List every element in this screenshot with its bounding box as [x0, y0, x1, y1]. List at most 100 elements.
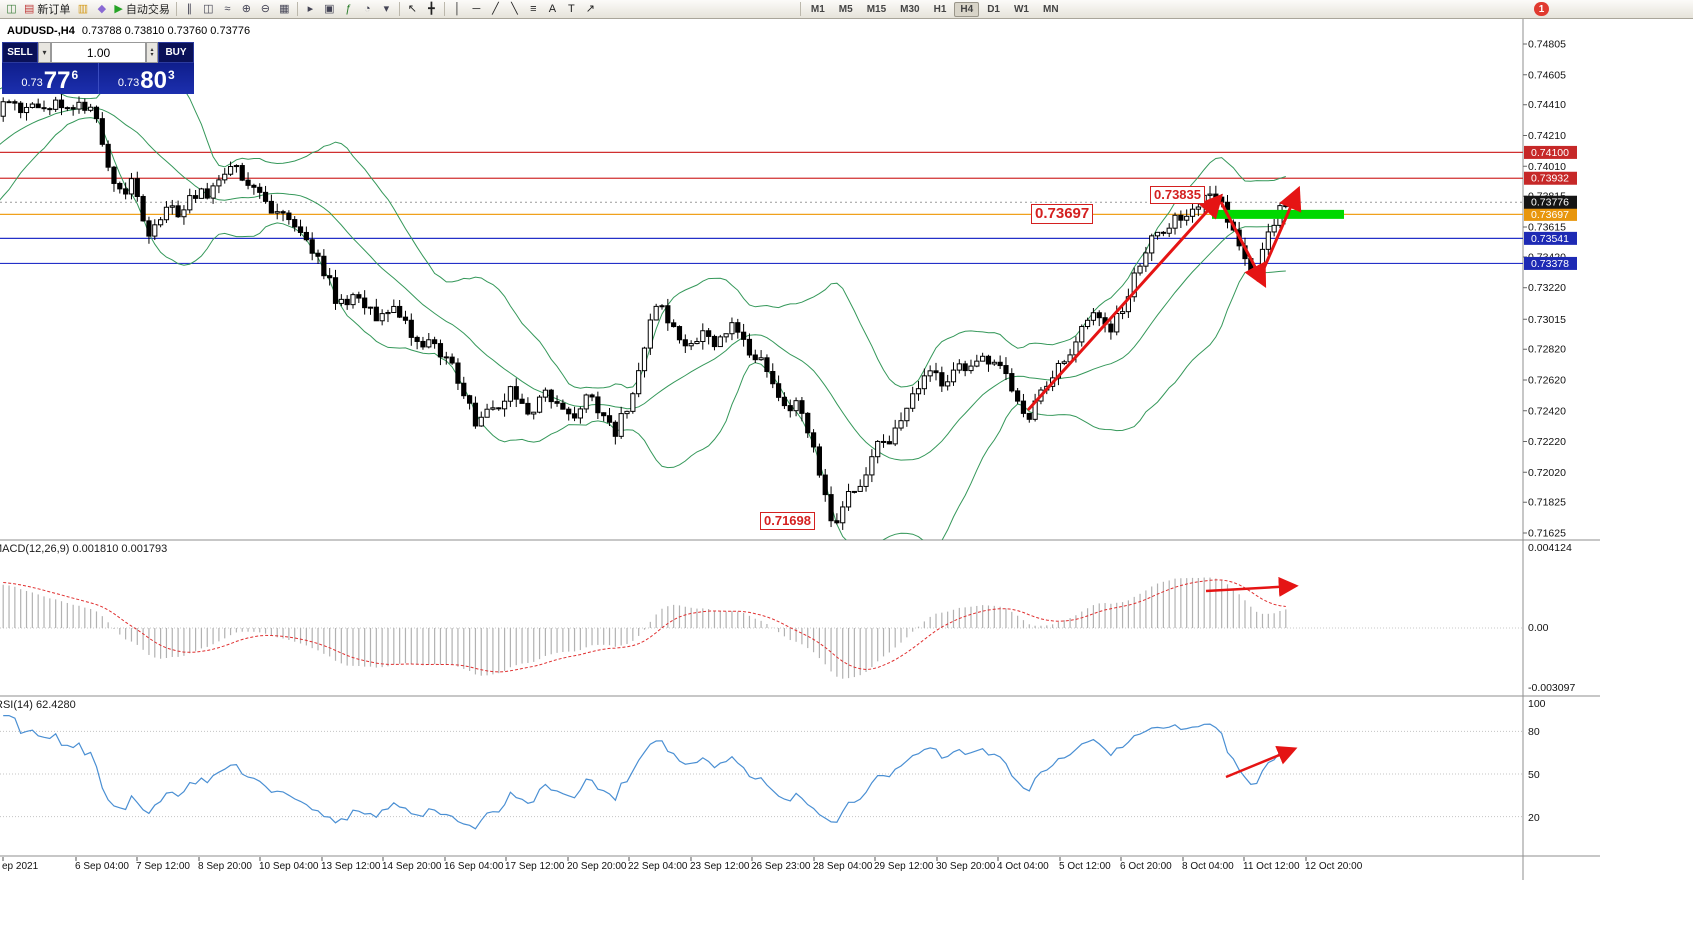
strategy-tester-button[interactable]: ▸	[301, 1, 320, 18]
ohlc-values: 0.73788 0.73810 0.73760 0.73776	[81, 25, 251, 37]
time-axis-label: 8 Sep 20:00	[198, 861, 252, 872]
zoom-out-button[interactable]: ⊖	[256, 1, 275, 18]
period-button[interactable]: ◔	[358, 1, 377, 18]
volume-input[interactable]: 1.00	[51, 42, 146, 63]
trendline-button[interactable]: ╱	[486, 1, 505, 18]
timeframe-m5[interactable]: M5	[838, 3, 853, 15]
zoom-in-icon: ⊕	[241, 2, 251, 15]
price-annotation[interactable]: 0.71698	[760, 512, 815, 530]
rsi-trend-arrow[interactable]	[1225, 745, 1298, 779]
price-annotation[interactable]: 0.73835	[1150, 186, 1205, 204]
cursor-button[interactable]: ↖	[403, 1, 422, 18]
sell-button[interactable]: SELL	[2, 42, 38, 63]
price-axis-label: 0.72820	[1528, 344, 1566, 356]
data-window-icon: ▣	[324, 2, 335, 15]
buy-button[interactable]: BUY	[158, 42, 194, 63]
ask-price-display[interactable]: 0.73 80 3	[99, 63, 195, 94]
bollinger-upper-band	[0, 55, 1286, 389]
stepper-down-icon[interactable]: ▾	[150, 51, 154, 58]
time-axis-label: 23 Sep 12:00	[690, 861, 750, 872]
indicators-button[interactable]: ƒ	[339, 1, 358, 18]
timeframe-m15[interactable]: M15	[866, 3, 887, 15]
main-toolbar: ◫ ▤ 新订单 ▥ ◆ ▶ 自动交易 ∥ ◫ ≈ ⊕ ⊖ ▦ ▸ ▣ ƒ ◔ ▾ ↖ ╋ │ ─ ╱ ╲ ≡ A T ↗ M1 M5 M15…	[0, 0, 1693, 19]
price-tag	[1524, 207, 1577, 221]
market-watch-button[interactable]: ▥	[73, 1, 92, 18]
symbol-period-label: AUDUSD-,H4	[7, 25, 75, 37]
horizontal-line-button[interactable]: ─	[467, 1, 486, 18]
macd-histogram	[2, 577, 1287, 679]
trend-arrow[interactable]	[1219, 201, 1267, 288]
line-chart-button[interactable]: ≈	[218, 1, 237, 18]
toolbar-separator	[175, 2, 177, 16]
timeframe-h4[interactable]: H4	[954, 1, 980, 17]
price-tag-label: 0.73697	[1531, 209, 1569, 221]
price-tag-label: 0.73541	[1531, 233, 1569, 245]
price-axis-label: 0.72620	[1528, 374, 1566, 386]
channel-button[interactable]: ╲	[505, 1, 524, 18]
templates-button[interactable]: ▾	[377, 1, 396, 18]
candles	[0, 93, 1289, 530]
volume-stepper[interactable]: ▴ ▾	[146, 42, 158, 63]
timeframe-h1[interactable]: H1	[933, 3, 947, 15]
price-axis-label: 0.72220	[1528, 436, 1566, 448]
price-axis-label: 0.72020	[1528, 467, 1566, 479]
price-axis-label: 0.73615	[1528, 221, 1566, 233]
chart-window-icon: ◫	[6, 2, 17, 15]
one-click-prices: 0.73 77 6 0.73 80 3	[2, 63, 194, 94]
new-order-button[interactable]: ▤ 新订单	[21, 1, 73, 18]
rsi-axis-label: 100	[1528, 698, 1546, 710]
clock-icon: ◔	[364, 2, 371, 15]
bid-price-display[interactable]: 0.73 77 6	[2, 63, 98, 94]
trend-arrow[interactable]	[1256, 185, 1302, 283]
time-axis-label: 8 Oct 04:00	[1182, 861, 1234, 872]
timeframe-mn[interactable]: MN	[1042, 3, 1059, 15]
fibonacci-button[interactable]: ≡	[524, 1, 543, 18]
time-axis-label: 4 Oct 04:00	[997, 861, 1049, 872]
timeframe-switcher: M1 M5 M15 M30 H1 H4 D1 W1 MN	[804, 1, 1066, 17]
rsi-axis-label: 20	[1528, 812, 1540, 824]
tester-icon: ▸	[307, 2, 314, 15]
crosshair-button[interactable]: ╋	[422, 1, 441, 18]
timeframe-d1[interactable]: D1	[987, 3, 1000, 15]
tile-windows-button[interactable]: ▦	[275, 1, 294, 18]
price-tag	[1524, 231, 1577, 245]
trend-arrow[interactable]	[1026, 193, 1224, 412]
price-divider	[97, 63, 99, 94]
time-axis-label: ep 2021	[2, 861, 39, 872]
price-axis-label: 0.73015	[1528, 314, 1566, 326]
navigator-button[interactable]: ◆	[92, 1, 111, 18]
new-chart-button[interactable]: ◫	[2, 1, 21, 18]
chart-title-ohlc: AUDUSD-,H4 0.73788 0.73810 0.73760 0.7377…	[7, 25, 250, 37]
ask-price-prefix: 0.73	[117, 77, 140, 89]
macd-indicator-label: MACD(12,26,9) 0.001810 0.001793	[0, 543, 168, 555]
timeframe-m1[interactable]: M1	[810, 3, 825, 15]
label-button[interactable]: T	[562, 1, 581, 18]
macd-axis-label: 0.004124	[1528, 542, 1572, 554]
timeframe-m30[interactable]: M30	[900, 3, 920, 15]
data-window-button[interactable]: ▣	[320, 1, 339, 18]
price-tag-label: 0.73932	[1531, 173, 1569, 185]
ask-price-pip: 3	[167, 68, 175, 82]
bar-chart-button[interactable]: ∥	[180, 1, 199, 18]
arrows-button[interactable]: ↗	[581, 1, 600, 18]
price-tag-label: 0.74100	[1531, 147, 1569, 159]
candlestick-chart-button[interactable]: ◫	[199, 1, 218, 18]
rsi-axis-label: 50	[1528, 769, 1540, 781]
text-button[interactable]: A	[543, 1, 562, 18]
price-annotation[interactable]: 0.73697	[1031, 204, 1094, 224]
autotrading-button[interactable]: ▶ 自动交易	[111, 1, 172, 18]
vertical-line-button[interactable]: │	[448, 1, 467, 18]
time-axis-label: 16 Sep 04:00	[444, 861, 504, 872]
toolbar-separator	[398, 2, 400, 16]
rsi-panel	[0, 714, 1523, 830]
zoom-in-button[interactable]: ⊕	[237, 1, 256, 18]
volume-preset-dropdown[interactable]: ▾	[38, 42, 51, 63]
bid-price-pip: 6	[71, 68, 79, 82]
crosshair-icon: ╋	[428, 2, 435, 15]
stepper-up-icon[interactable]: ▴	[150, 46, 154, 53]
indicators-icon: ƒ	[345, 2, 352, 15]
notification-badge[interactable]: 1	[1534, 2, 1549, 16]
timeframe-w1[interactable]: W1	[1013, 3, 1029, 15]
macd-trend-arrow[interactable]	[1205, 576, 1299, 597]
